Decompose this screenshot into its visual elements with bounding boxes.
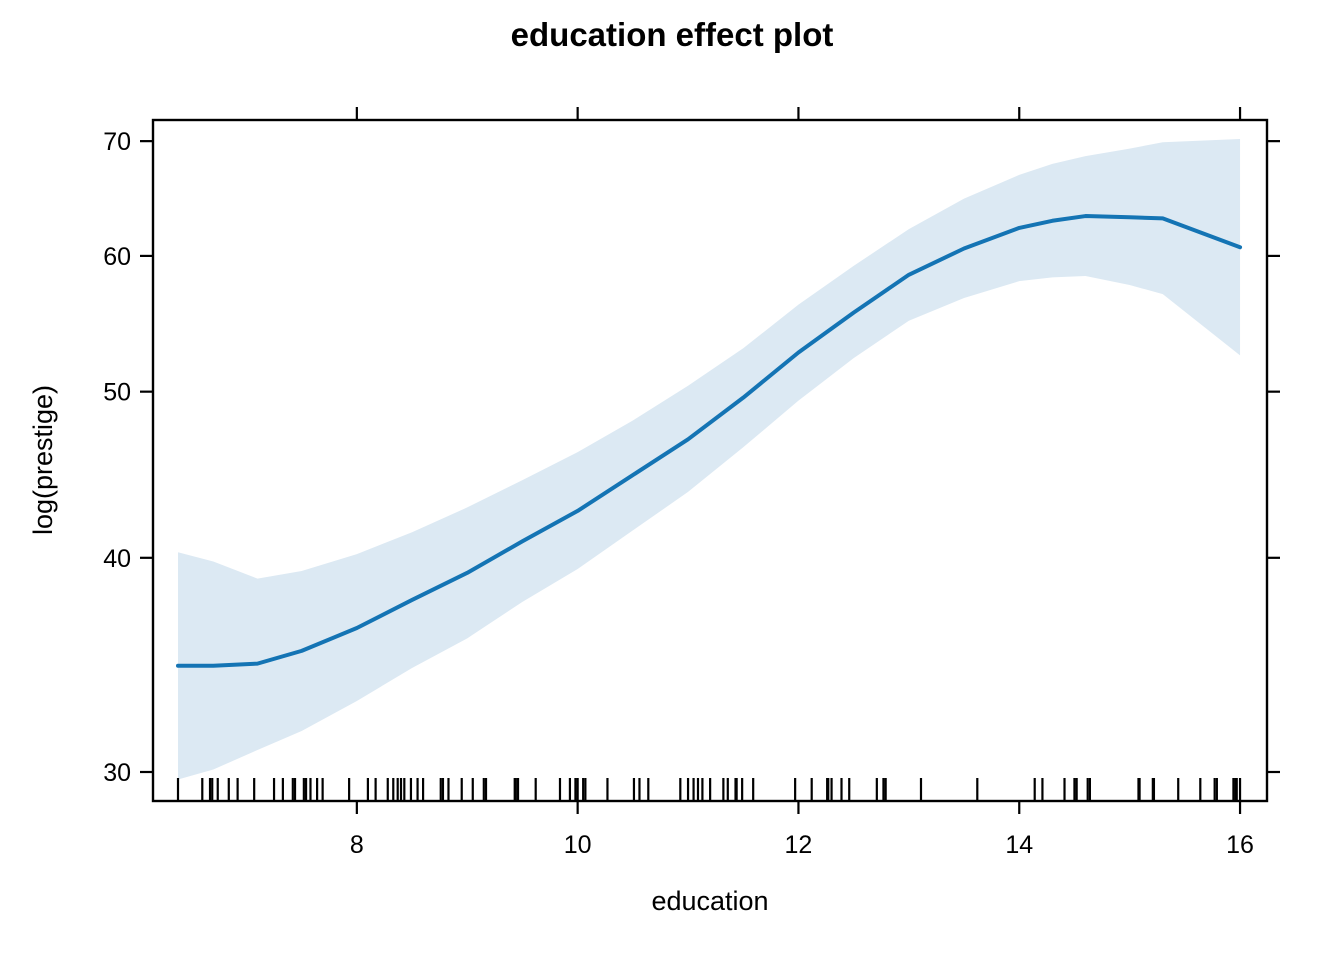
- y-tick-label: 30: [103, 759, 131, 787]
- x-tick-label: 14: [1005, 831, 1033, 859]
- x-axis-label: education: [651, 886, 768, 916]
- y-tick-label: 60: [103, 243, 131, 271]
- axis-ticks: [140, 107, 1280, 814]
- y-tick-label: 40: [103, 545, 131, 573]
- chart-layers: 8 10 12 14 16 30 40 50 60 70: [103, 107, 1280, 859]
- confidence-band: [178, 139, 1241, 780]
- x-tick-label: 10: [564, 831, 592, 859]
- data-rug: [176, 778, 1242, 800]
- y-tick-label: 70: [103, 128, 131, 156]
- y-axis-label: log(prestige): [28, 385, 58, 535]
- fitted-line: [176, 214, 1243, 668]
- x-tick-label: 16: [1226, 831, 1254, 859]
- chart-title: education effect plot: [511, 16, 834, 53]
- x-tick-label: 8: [350, 831, 364, 859]
- x-tick-label: 12: [785, 831, 813, 859]
- panel-border: [151, 118, 1269, 803]
- y-tick-label: 50: [103, 379, 131, 407]
